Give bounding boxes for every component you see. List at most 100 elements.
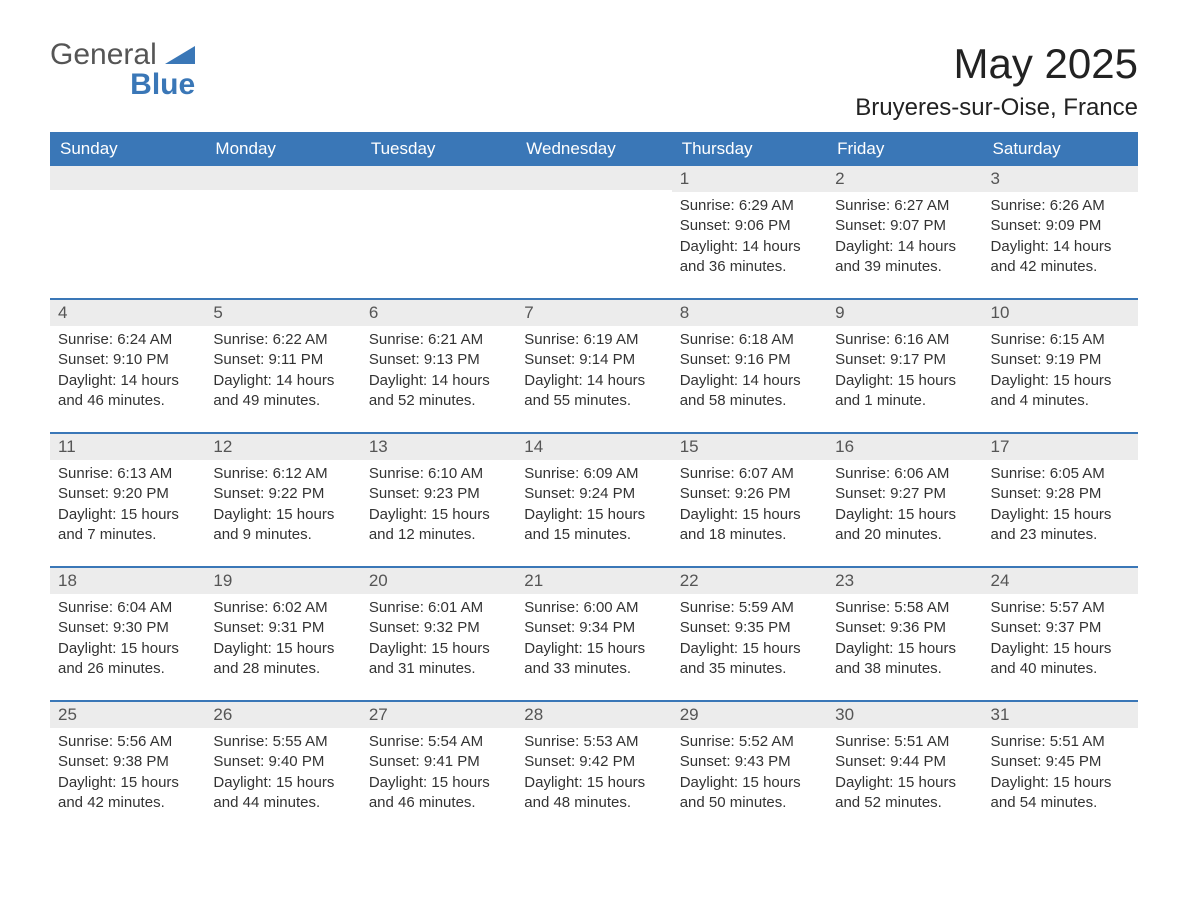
sunrise-text: Sunrise: 6:04 AM (58, 598, 197, 618)
day-number: 30 (827, 702, 982, 728)
calendar-cell: 3Sunrise: 6:26 AMSunset: 9:09 PMDaylight… (983, 166, 1138, 298)
calendar-cell: 20Sunrise: 6:01 AMSunset: 9:32 PMDayligh… (361, 568, 516, 700)
daylight-text: Daylight: 15 hours and 4 minutes. (991, 371, 1130, 412)
logo-word2: Blue (130, 68, 195, 101)
week-row: 4Sunrise: 6:24 AMSunset: 9:10 PMDaylight… (50, 298, 1138, 432)
day-number: 25 (50, 702, 205, 728)
day-body: Sunrise: 5:55 AMSunset: 9:40 PMDaylight:… (205, 728, 360, 823)
day-body: Sunrise: 6:26 AMSunset: 9:09 PMDaylight:… (983, 192, 1138, 287)
sunset-text: Sunset: 9:44 PM (835, 752, 974, 772)
calendar-cell: 19Sunrise: 6:02 AMSunset: 9:31 PMDayligh… (205, 568, 360, 700)
sunset-text: Sunset: 9:22 PM (213, 484, 352, 504)
day-body: Sunrise: 6:22 AMSunset: 9:11 PMDaylight:… (205, 326, 360, 421)
sunrise-text: Sunrise: 6:27 AM (835, 196, 974, 216)
daylight-text: Daylight: 14 hours and 39 minutes. (835, 237, 974, 278)
sunset-text: Sunset: 9:14 PM (524, 350, 663, 370)
sunset-text: Sunset: 9:36 PM (835, 618, 974, 638)
calendar-cell: 12Sunrise: 6:12 AMSunset: 9:22 PMDayligh… (205, 434, 360, 566)
sunset-text: Sunset: 9:42 PM (524, 752, 663, 772)
calendar-cell: 14Sunrise: 6:09 AMSunset: 9:24 PMDayligh… (516, 434, 671, 566)
day-body: Sunrise: 5:52 AMSunset: 9:43 PMDaylight:… (672, 728, 827, 823)
day-number (516, 166, 671, 190)
day-body: Sunrise: 6:15 AMSunset: 9:19 PMDaylight:… (983, 326, 1138, 421)
logo-triangle-icon (165, 51, 195, 68)
day-number: 22 (672, 568, 827, 594)
daylight-text: Daylight: 14 hours and 36 minutes. (680, 237, 819, 278)
sunrise-text: Sunrise: 6:01 AM (369, 598, 508, 618)
daylight-text: Daylight: 15 hours and 48 minutes. (524, 773, 663, 814)
day-body (50, 190, 205, 204)
day-number: 13 (361, 434, 516, 460)
day-body (205, 190, 360, 204)
logo: General Blue (50, 40, 195, 100)
daylight-text: Daylight: 15 hours and 18 minutes. (680, 505, 819, 546)
daylight-text: Daylight: 15 hours and 12 minutes. (369, 505, 508, 546)
day-body: Sunrise: 6:07 AMSunset: 9:26 PMDaylight:… (672, 460, 827, 555)
sunrise-text: Sunrise: 6:12 AM (213, 464, 352, 484)
sunrise-text: Sunrise: 6:22 AM (213, 330, 352, 350)
sunrise-text: Sunrise: 6:07 AM (680, 464, 819, 484)
sunset-text: Sunset: 9:06 PM (680, 216, 819, 236)
sunset-text: Sunset: 9:30 PM (58, 618, 197, 638)
dayhead-monday: Monday (205, 132, 360, 166)
sunrise-text: Sunrise: 5:52 AM (680, 732, 819, 752)
sunset-text: Sunset: 9:32 PM (369, 618, 508, 638)
daylight-text: Daylight: 14 hours and 46 minutes. (58, 371, 197, 412)
sunrise-text: Sunrise: 6:13 AM (58, 464, 197, 484)
sunset-text: Sunset: 9:26 PM (680, 484, 819, 504)
calendar-cell (516, 166, 671, 298)
calendar-cell (361, 166, 516, 298)
day-body: Sunrise: 6:05 AMSunset: 9:28 PMDaylight:… (983, 460, 1138, 555)
logo-word1: General (50, 38, 157, 71)
location: Bruyeres-sur-Oise, France (855, 94, 1138, 122)
day-body: Sunrise: 5:57 AMSunset: 9:37 PMDaylight:… (983, 594, 1138, 689)
day-body: Sunrise: 6:13 AMSunset: 9:20 PMDaylight:… (50, 460, 205, 555)
sunrise-text: Sunrise: 6:16 AM (835, 330, 974, 350)
sunset-text: Sunset: 9:10 PM (58, 350, 197, 370)
sunset-text: Sunset: 9:38 PM (58, 752, 197, 772)
day-body: Sunrise: 6:04 AMSunset: 9:30 PMDaylight:… (50, 594, 205, 689)
calendar-cell: 18Sunrise: 6:04 AMSunset: 9:30 PMDayligh… (50, 568, 205, 700)
sunset-text: Sunset: 9:27 PM (835, 484, 974, 504)
calendar-cell: 25Sunrise: 5:56 AMSunset: 9:38 PMDayligh… (50, 702, 205, 834)
day-body: Sunrise: 5:53 AMSunset: 9:42 PMDaylight:… (516, 728, 671, 823)
day-body: Sunrise: 6:27 AMSunset: 9:07 PMDaylight:… (827, 192, 982, 287)
logo-text: General Blue (50, 40, 195, 100)
day-body (361, 190, 516, 204)
sunrise-text: Sunrise: 6:19 AM (524, 330, 663, 350)
sunset-text: Sunset: 9:45 PM (991, 752, 1130, 772)
dayhead-tuesday: Tuesday (361, 132, 516, 166)
dayhead-sunday: Sunday (50, 132, 205, 166)
daylight-text: Daylight: 15 hours and 28 minutes. (213, 639, 352, 680)
day-body: Sunrise: 5:54 AMSunset: 9:41 PMDaylight:… (361, 728, 516, 823)
sunset-text: Sunset: 9:37 PM (991, 618, 1130, 638)
sunset-text: Sunset: 9:17 PM (835, 350, 974, 370)
week-row: 11Sunrise: 6:13 AMSunset: 9:20 PMDayligh… (50, 432, 1138, 566)
day-number: 12 (205, 434, 360, 460)
daylight-text: Daylight: 15 hours and 15 minutes. (524, 505, 663, 546)
day-number: 2 (827, 166, 982, 192)
day-number: 8 (672, 300, 827, 326)
day-number: 10 (983, 300, 1138, 326)
daylight-text: Daylight: 14 hours and 55 minutes. (524, 371, 663, 412)
calendar-cell: 5Sunrise: 6:22 AMSunset: 9:11 PMDaylight… (205, 300, 360, 432)
calendar-cell: 30Sunrise: 5:51 AMSunset: 9:44 PMDayligh… (827, 702, 982, 834)
daylight-text: Daylight: 15 hours and 44 minutes. (213, 773, 352, 814)
sunset-text: Sunset: 9:13 PM (369, 350, 508, 370)
sunrise-text: Sunrise: 5:57 AM (991, 598, 1130, 618)
sunrise-text: Sunrise: 6:00 AM (524, 598, 663, 618)
sunset-text: Sunset: 9:34 PM (524, 618, 663, 638)
day-number: 7 (516, 300, 671, 326)
daylight-text: Daylight: 15 hours and 40 minutes. (991, 639, 1130, 680)
day-body: Sunrise: 6:29 AMSunset: 9:06 PMDaylight:… (672, 192, 827, 287)
day-number: 17 (983, 434, 1138, 460)
day-number: 11 (50, 434, 205, 460)
day-number: 1 (672, 166, 827, 192)
day-number: 20 (361, 568, 516, 594)
sunrise-text: Sunrise: 6:21 AM (369, 330, 508, 350)
weeks-container: 1Sunrise: 6:29 AMSunset: 9:06 PMDaylight… (50, 166, 1138, 834)
calendar-cell: 28Sunrise: 5:53 AMSunset: 9:42 PMDayligh… (516, 702, 671, 834)
week-row: 25Sunrise: 5:56 AMSunset: 9:38 PMDayligh… (50, 700, 1138, 834)
sunrise-text: Sunrise: 5:55 AM (213, 732, 352, 752)
day-number: 3 (983, 166, 1138, 192)
